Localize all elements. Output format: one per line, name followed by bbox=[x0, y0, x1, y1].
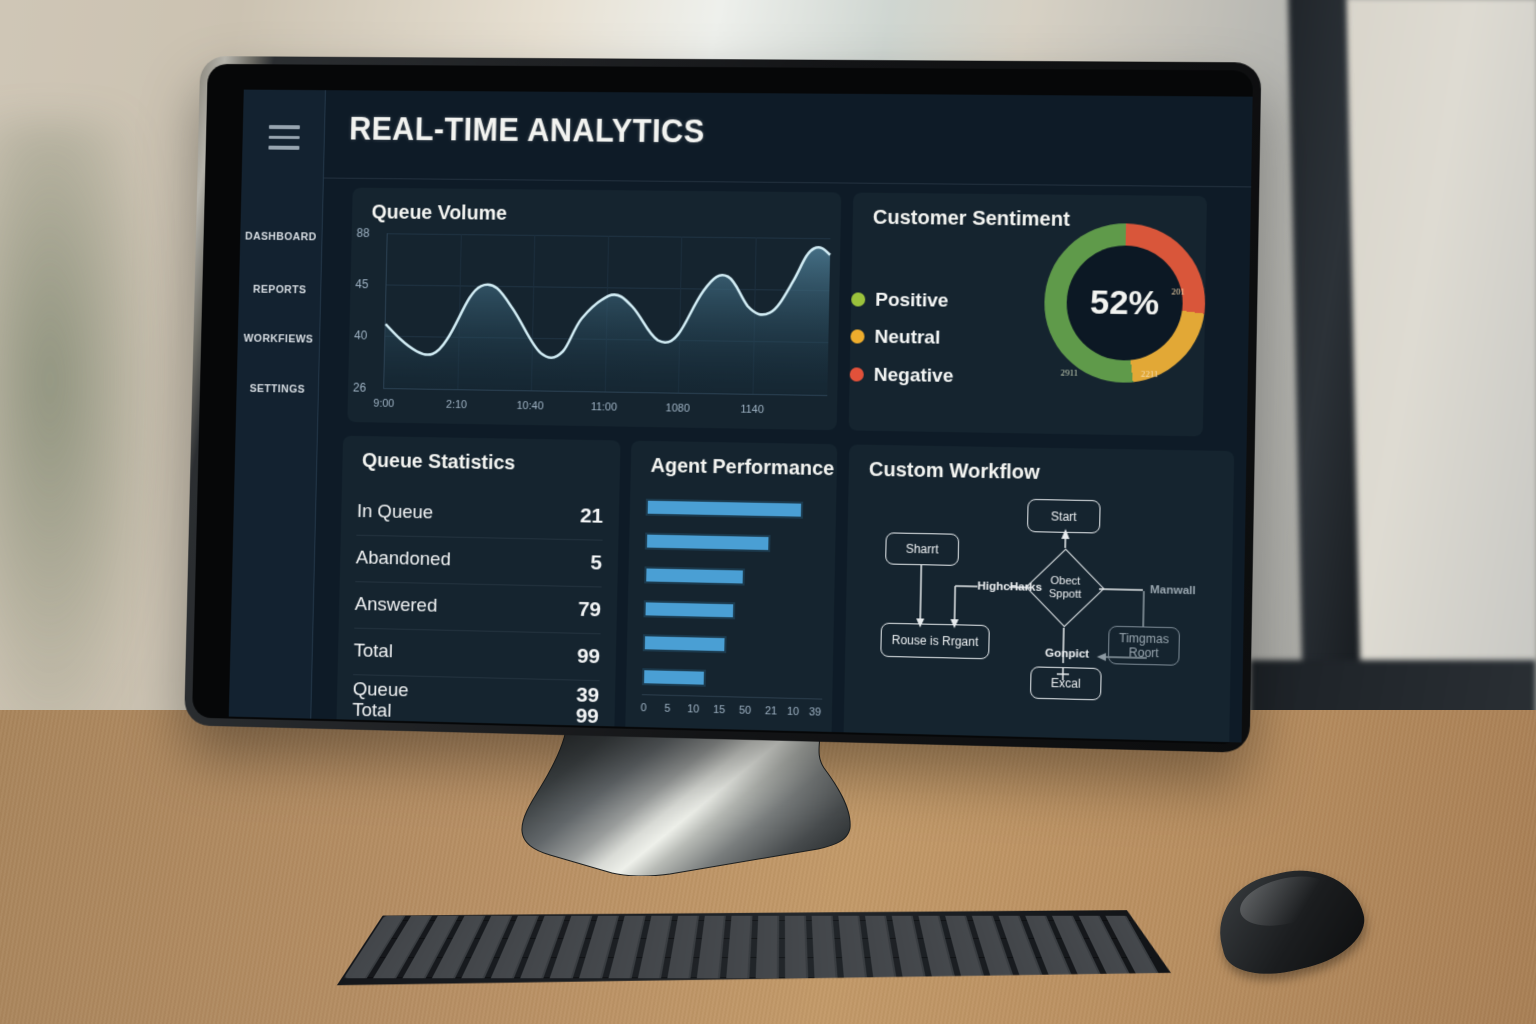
svg-text:2211: 2211 bbox=[1141, 368, 1159, 378]
svg-text:2911: 2911 bbox=[1061, 367, 1078, 377]
svg-text:201: 201 bbox=[1171, 286, 1184, 296]
